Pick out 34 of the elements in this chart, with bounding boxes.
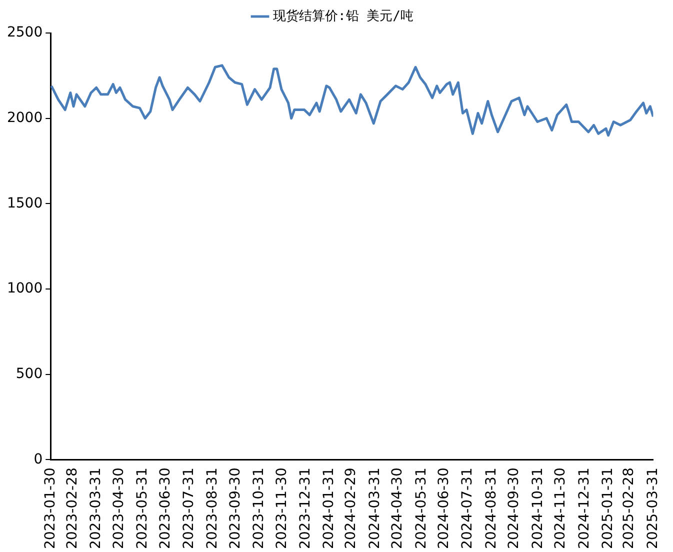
x-tick-label: 2023-12-31: [297, 468, 314, 550]
x-tick-label: 2023-07-31: [180, 468, 197, 550]
legend-label: 现货结算价:铅 美元/吨: [273, 8, 414, 24]
x-tick-label: 2024-11-30: [552, 468, 569, 550]
x-tick-label: 2025-02-28: [621, 468, 638, 550]
y-tick-label: 500: [16, 366, 43, 382]
y-tick-label: 1500: [6, 195, 43, 212]
x-tick-label: 2023-04-30: [110, 468, 127, 550]
x-tick-label: 2023-06-30: [157, 468, 174, 550]
x-tick-label: 2023-08-31: [204, 468, 221, 550]
x-tick-label: 2024-02-29: [343, 468, 360, 550]
x-tick-label: 2025-01-31: [600, 468, 616, 550]
x-tick-label: 2024-01-31: [321, 468, 338, 550]
y-tick-label: 1000: [6, 280, 43, 297]
y-tick-label: 0: [34, 451, 43, 468]
x-tick-label: 2025-03-31: [644, 468, 661, 550]
x-tick-label: 2024-08-31: [483, 468, 500, 550]
x-tick-label: 2024-06-30: [436, 468, 452, 550]
x-tick-label: 2024-07-31: [460, 468, 476, 550]
x-tick-label: 2023-03-31: [88, 468, 104, 550]
x-tick-label: 2023-01-30: [42, 468, 58, 550]
x-tick-label: 2023-05-31: [134, 468, 150, 550]
x-tick-label: 2023-11-30: [274, 468, 290, 550]
x-tick-label: 2023-09-30: [227, 468, 244, 550]
x-tick-label: 2024-10-31: [530, 468, 546, 550]
x-tick-label: 2024-05-31: [413, 468, 430, 550]
y-tick-label: 2000: [6, 110, 43, 126]
x-tick-label: 2023-10-31: [251, 468, 267, 550]
x-tick-label: 2024-04-30: [390, 468, 406, 550]
x-tick-label: 2024-12-31: [576, 468, 592, 550]
x-tick-label: 2023-02-28: [64, 468, 80, 550]
y-tick-label: 2500: [6, 24, 43, 41]
x-tick-label: 2024-09-30: [506, 468, 522, 550]
x-tick-label: 2024-03-31: [366, 468, 383, 550]
